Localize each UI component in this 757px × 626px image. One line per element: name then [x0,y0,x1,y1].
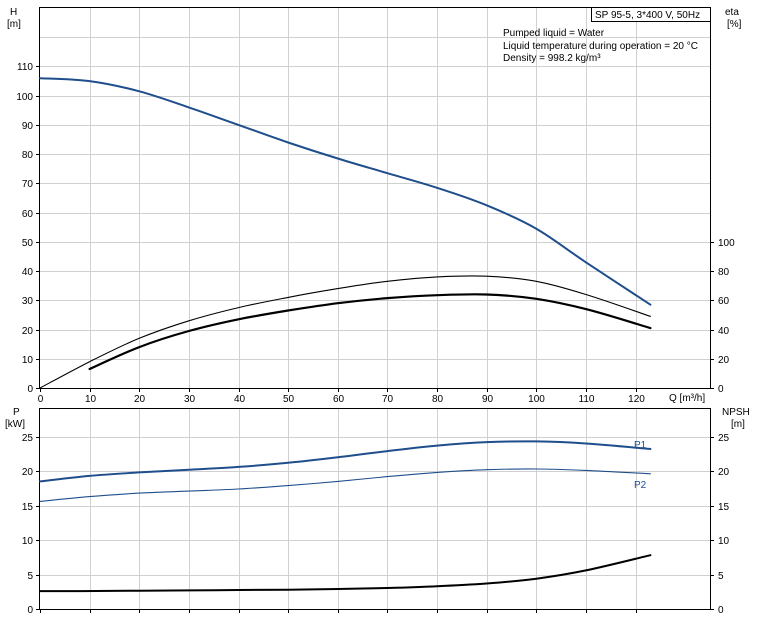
bottom-y-right-tick-label: 20 [718,467,730,478]
top-panel-grid [40,8,710,388]
bottom-y-left-tick-label: 10 [22,536,34,547]
npsh-axis-unit: [m] [731,419,745,430]
eta-axis-unit: [%] [727,19,742,30]
p1-curve [39,440,652,483]
top-y-left-tick-label: 0 [27,384,33,395]
efficiency-curve [39,275,651,389]
x-tick-label: 20 [134,394,146,405]
x-tick-label: 100 [528,394,545,405]
top-y-left-tick-label: 70 [22,179,34,190]
bottom-panel-curves [39,440,652,593]
top-y-right-tick-label: 80 [718,267,730,278]
top-panel-frame [39,7,711,389]
x-tick-label: 60 [333,394,345,405]
info-line-liquid: Pumped liquid = Water [503,28,605,39]
x-tick-label: 40 [234,394,246,405]
npsh-axis-label: NPSH [722,407,750,418]
bottom-panel-frame [39,408,711,610]
bottom-y-right-tick-label: 5 [718,571,724,582]
top-y-left-tick-label: 100 [16,92,33,103]
x-tick-label: 10 [85,394,97,405]
flow-axis-label: Q [m³/h] [669,393,705,404]
x-tick-label: 50 [283,394,295,405]
x-tick-label: 0 [38,394,44,405]
top-y-left-tick-label: 20 [22,326,34,337]
info-line-density: Density = 998.2 kg/m³ [503,53,601,64]
top-panel: 0 10 20 30 40 50 60 70 80 90 100 110 120 0 10 20 30 40 50 6… [7,7,742,405]
p2-series-label: P2 [634,480,647,491]
top-y-left-tick-label: 80 [22,150,34,161]
p2-curve [39,468,651,502]
x-tick-label: 120 [628,394,645,405]
x-tick-label: 80 [432,394,444,405]
npsh-curve [39,554,652,593]
x-tick-label: 30 [184,394,196,405]
bottom-y-left-tick-label: 0 [27,605,33,616]
bottom-y-left-tick-label: 25 [22,433,34,444]
top-y-left-tick-label: 40 [22,267,34,278]
x-tick-label: 70 [382,394,394,405]
pump-model-label: SP 95-5, 3*400 V, 50Hz [595,10,700,21]
pump-model-box [591,7,711,22]
x-tick-label: 110 [579,394,595,405]
head-axis-label: H [10,7,17,18]
top-y-right-tick-label: 60 [718,296,730,307]
top-y-left-tick-label: 10 [22,355,34,366]
bottom-y-right-tick-label: 15 [718,502,730,513]
head-curve [39,77,652,306]
top-y-left-tick-label: 110 [17,62,33,73]
top-y-left-tick-label: 90 [22,121,34,132]
eta-axis-label: eta [725,7,739,18]
top-y-right-tick-label: 0 [718,384,724,395]
info-line-temperature: Liquid temperature during operation = 20… [503,41,698,52]
top-panel-curves [39,77,652,389]
bottom-y-right-tick-label: 10 [718,536,730,547]
efficiency-pump-curve [88,293,652,371]
bottom-panel-ticks: 0 5 10 15 20 25 0 5 10 15 20 25 [22,433,730,616]
head-axis-unit: [m] [7,19,21,30]
power-axis-label: P [13,407,20,418]
top-y-left-tick-label: 60 [22,209,34,220]
bottom-panel-grid [40,409,710,609]
p1-series-label: P1 [634,440,647,451]
bottom-y-right-tick-label: 0 [718,605,724,616]
bottom-y-left-tick-label: 20 [22,467,34,478]
top-y-right-tick-label: 20 [718,355,730,366]
top-panel-ticks: 0 10 20 30 40 50 60 70 80 90 100 110 120 0 10 20 30 40 50 6… [16,62,735,405]
bottom-y-left-tick-label: 15 [22,502,34,513]
x-tick-label: 90 [482,394,494,405]
power-axis-unit: [kW] [5,419,25,430]
bottom-y-left-tick-label: 5 [27,571,33,582]
top-y-right-tick-label: 40 [718,326,730,337]
top-y-left-tick-label: 50 [22,238,34,249]
top-y-right-tick-label: 100 [718,238,735,249]
top-y-left-tick-label: 30 [22,296,34,307]
bottom-y-right-tick-label: 25 [718,433,730,444]
